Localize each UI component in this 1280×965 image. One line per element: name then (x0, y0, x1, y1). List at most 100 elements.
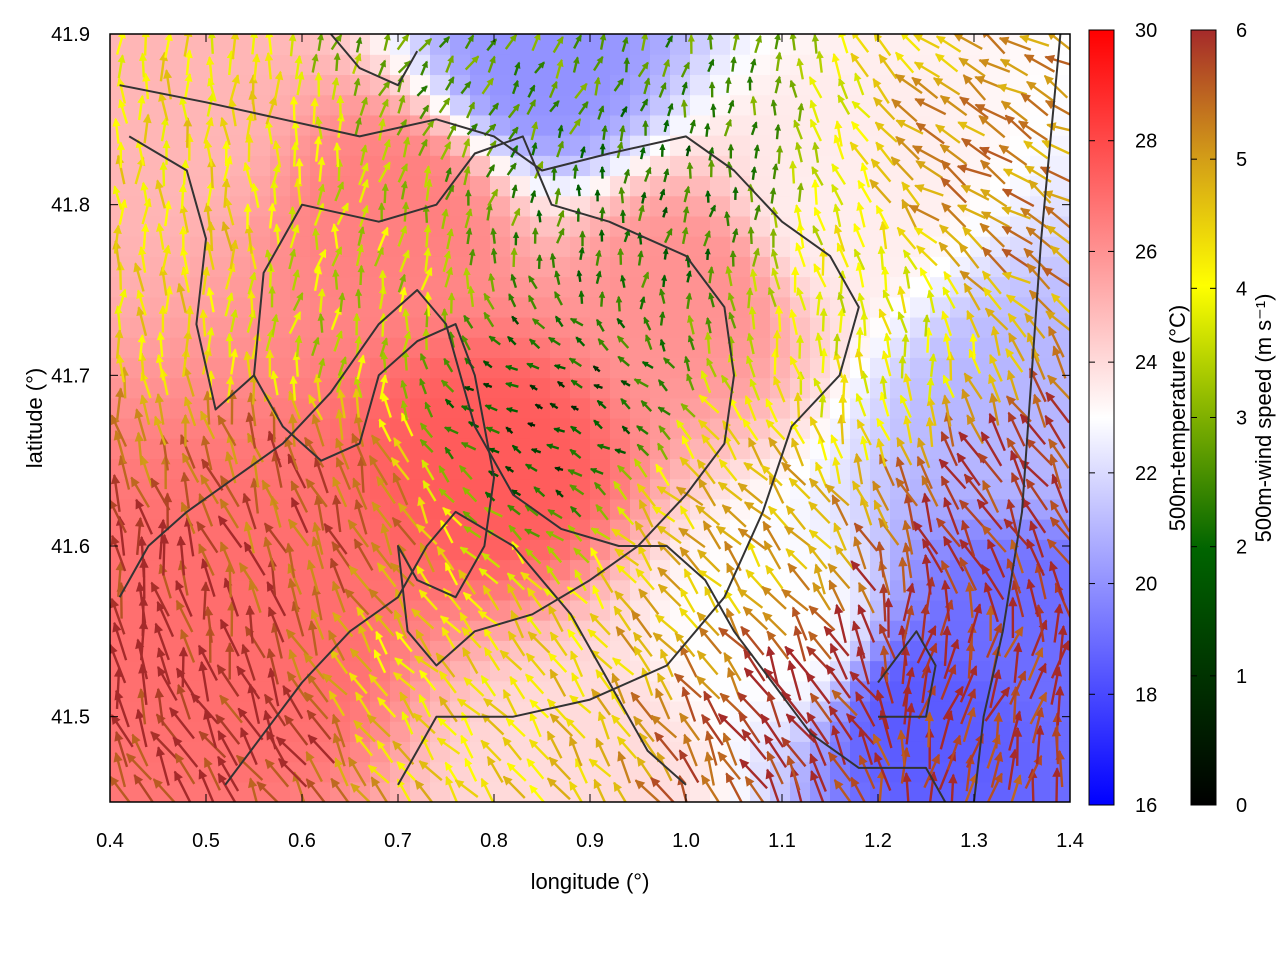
heatmap-cell (510, 54, 531, 75)
heatmap-cell (230, 681, 251, 702)
heatmap-cell (730, 74, 751, 95)
heatmap-cell (630, 34, 651, 55)
heatmap-cell (230, 277, 251, 298)
heatmap-cell (290, 135, 311, 156)
heatmap-cell (670, 317, 691, 338)
heatmap-cell (590, 398, 611, 419)
heatmap-cell (170, 297, 191, 318)
heatmap-cell (470, 721, 491, 742)
heatmap-cell (630, 95, 651, 116)
heatmap-cell (150, 438, 171, 459)
heatmap-cell (690, 54, 711, 75)
heatmap-cell (370, 640, 391, 661)
heatmap-cell (910, 681, 931, 702)
heatmap-cell (410, 34, 431, 55)
heatmap-cell (630, 277, 651, 298)
heatmap-cell (330, 337, 351, 358)
heatmap-cell (390, 418, 411, 439)
heatmap-cell (470, 155, 491, 176)
heatmap-cell (630, 175, 651, 196)
heatmap-cell (570, 297, 591, 318)
heatmap-cell (270, 519, 291, 540)
heatmap-cell (590, 54, 611, 75)
heatmap-cell (550, 378, 571, 399)
heatmap-cell (770, 378, 791, 399)
heatmap-cell (510, 458, 531, 479)
heatmap-cell (190, 155, 211, 176)
heatmap-cell (810, 317, 831, 338)
heatmap-cell (930, 438, 951, 459)
heatmap-cell (170, 175, 191, 196)
heatmap-cell (230, 175, 251, 196)
heatmap-cell (950, 337, 971, 358)
heatmap-cell (470, 196, 491, 217)
heatmap-cell (510, 438, 531, 459)
heatmap-cell (470, 337, 491, 358)
heatmap-cell (650, 74, 671, 95)
heatmap-cell (590, 175, 611, 196)
heatmap-cell (650, 256, 671, 277)
heatmap-cell (570, 115, 591, 136)
heatmap-cell (170, 196, 191, 217)
heatmap-cell (550, 479, 571, 500)
heatmap-cell (610, 95, 631, 116)
heatmap-cell (590, 135, 611, 156)
heatmap-cell (770, 34, 791, 55)
heatmap-cell (350, 95, 371, 116)
heatmap-cell (230, 721, 251, 742)
heatmap-cell (910, 297, 931, 318)
heatmap-cell (550, 277, 571, 298)
heatmap-cell (190, 317, 211, 338)
heatmap-cell (910, 216, 931, 237)
heatmap-cell (150, 378, 171, 399)
heatmap-cell (590, 115, 611, 136)
heatmap-cell (470, 378, 491, 399)
heatmap-cell (410, 95, 431, 116)
heatmap-cell (710, 337, 731, 358)
heatmap-cell (250, 196, 271, 217)
heatmap-cell (490, 580, 511, 601)
heatmap-cell (910, 418, 931, 439)
heatmap-cell (550, 661, 571, 682)
heatmap-cell (530, 236, 551, 257)
heatmap-cell (710, 277, 731, 298)
heatmap-cell (130, 54, 151, 75)
heatmap-cell (590, 277, 611, 298)
heatmap-cell (750, 216, 771, 237)
heatmap-cell (270, 216, 291, 237)
heatmap-cell (470, 277, 491, 298)
heatmap-cell (590, 297, 611, 318)
heatmap-cell (890, 317, 911, 338)
heatmap-cell (430, 378, 451, 399)
heatmap-cell (750, 74, 771, 95)
heatmap-cell (990, 721, 1011, 742)
heatmap-cell (350, 135, 371, 156)
heatmap-cell (270, 378, 291, 399)
heatmap-cell (610, 398, 631, 419)
heatmap-cell (270, 458, 291, 479)
heatmap-cell (510, 196, 531, 217)
heatmap-cell (490, 256, 511, 277)
heatmap-cell (290, 256, 311, 277)
heatmap-cell (470, 54, 491, 75)
heatmap-cell (190, 741, 211, 762)
heatmap-cell (910, 378, 931, 399)
heatmap-cell (490, 317, 511, 338)
heatmap-cell (730, 155, 751, 176)
heatmap-cell (770, 115, 791, 136)
heatmap-cell (250, 135, 271, 156)
heatmap-cell (690, 277, 711, 298)
heatmap-cell (230, 580, 251, 601)
heatmap-cell (850, 155, 871, 176)
heatmap-cell (330, 135, 351, 156)
heatmap-cell (530, 357, 551, 378)
heatmap-cell (670, 701, 691, 722)
heatmap-cell (550, 438, 571, 459)
heatmap-cell (390, 398, 411, 419)
heatmap-cell (750, 236, 771, 257)
heatmap-cell (370, 256, 391, 277)
heatmap-cell (610, 277, 631, 298)
heatmap-cell (670, 34, 691, 55)
heatmap-cell (470, 458, 491, 479)
